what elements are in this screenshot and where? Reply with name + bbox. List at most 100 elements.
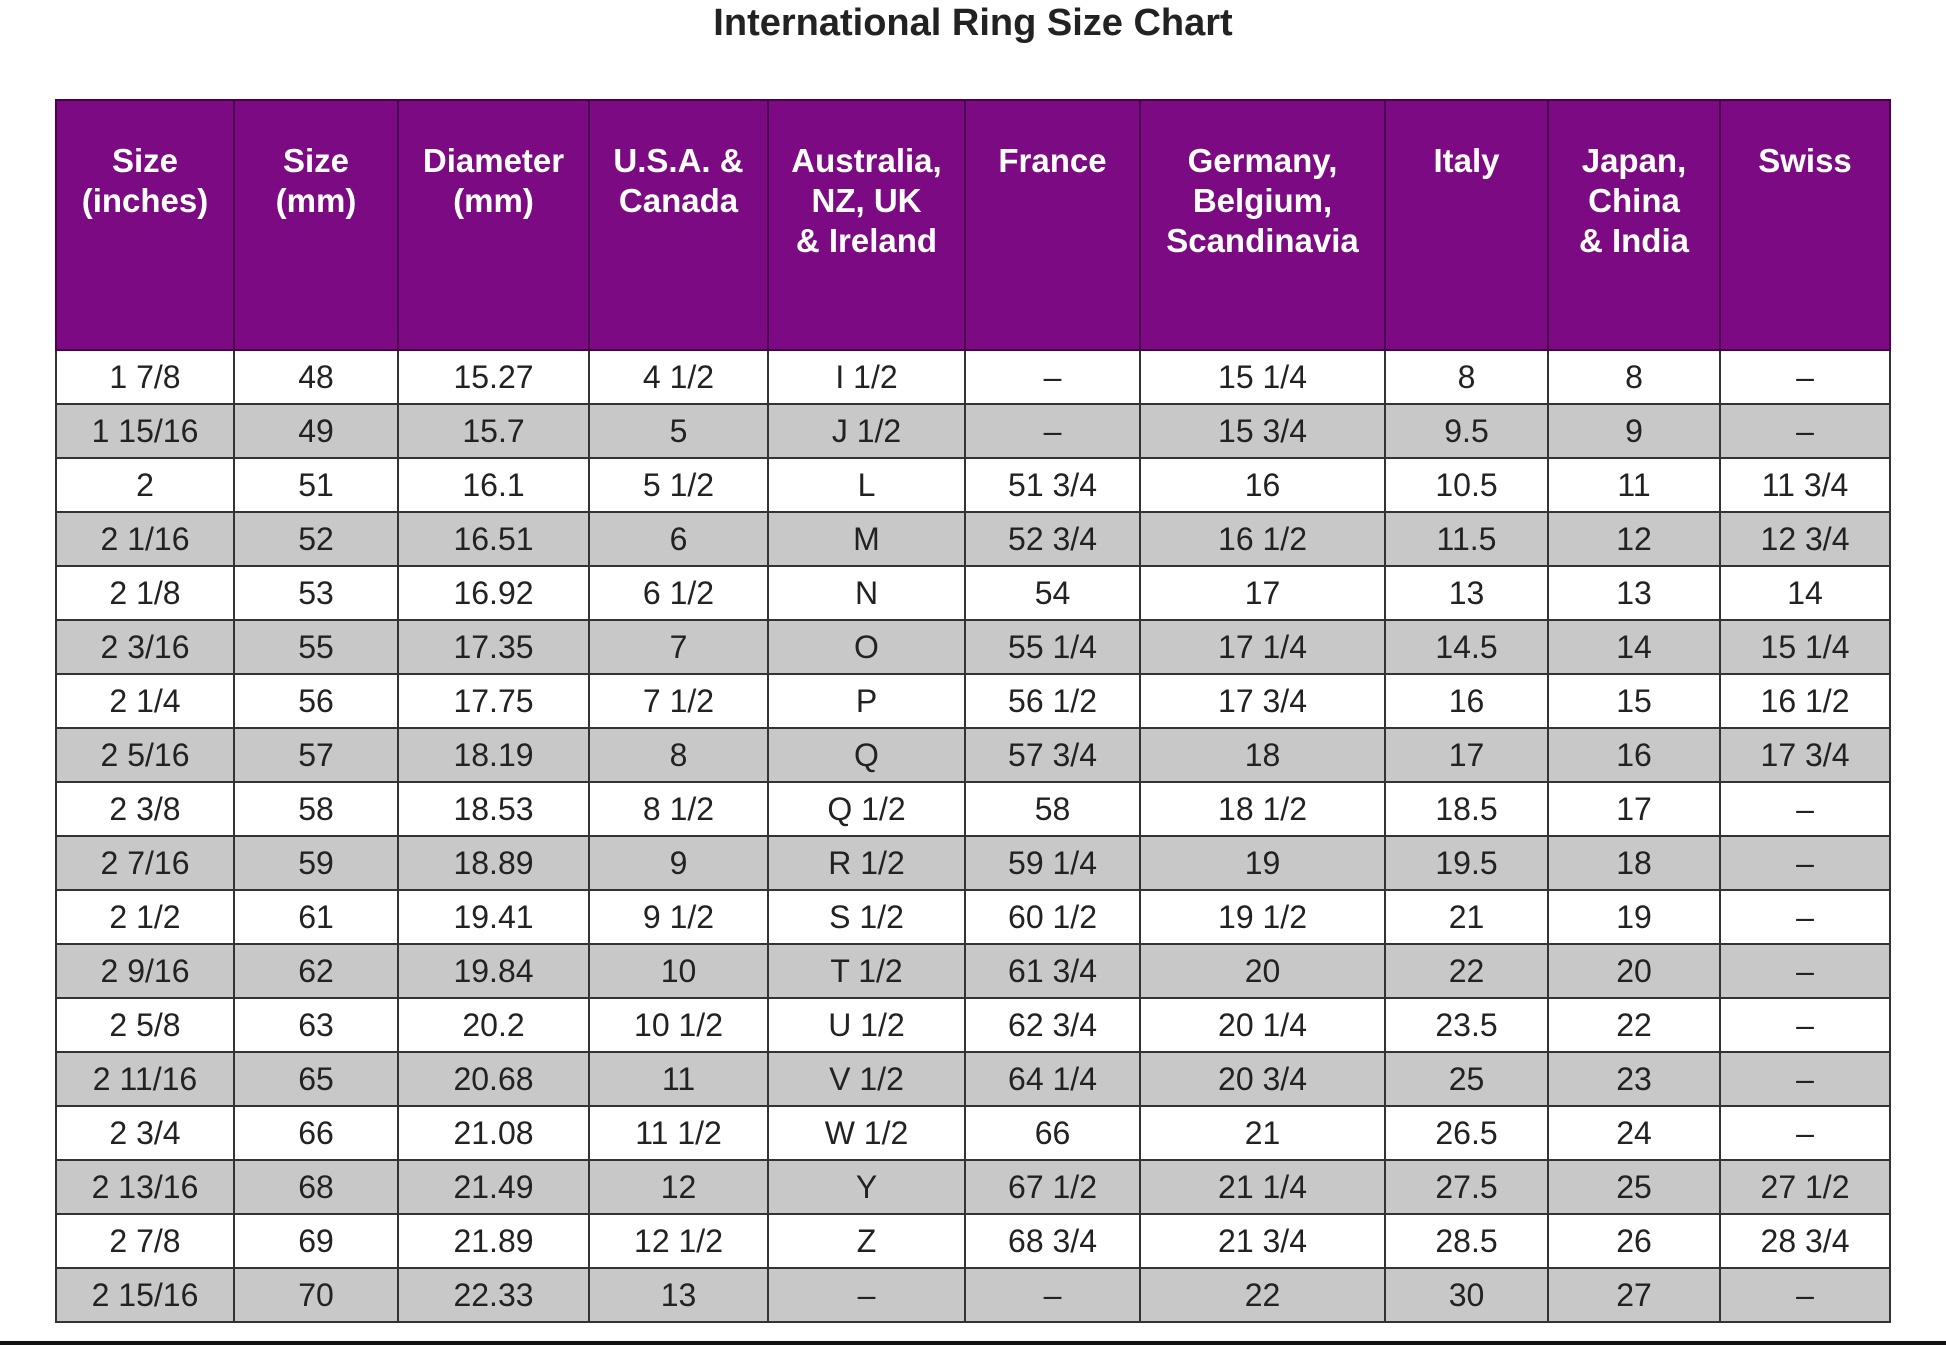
table-cell: 2 9/16 [55, 943, 235, 999]
table-cell: T 1/2 [767, 943, 966, 999]
table-cell: I 1/2 [767, 349, 966, 405]
table-cell: 61 3/4 [964, 943, 1141, 999]
table-cell: 13 [1384, 565, 1549, 621]
table-cell: 17.75 [397, 673, 590, 729]
table-cell: 65 [233, 1051, 399, 1107]
table-cell: 51 3/4 [964, 457, 1141, 513]
table-cell: S 1/2 [767, 889, 966, 945]
table-cell: 62 [233, 943, 399, 999]
table-cell: – [1719, 943, 1891, 999]
table-cell: 2 3/8 [55, 781, 235, 837]
table-body: 1 7/8 48 15.27 4 1/2 I 1/2–15 1/4 8 8–1 15/16 4… [55, 349, 1891, 1323]
table-cell: 8 [1384, 349, 1549, 405]
column-header: France [964, 99, 1141, 351]
table-cell: U 1/2 [767, 997, 966, 1053]
table-cell: 20.2 [397, 997, 590, 1053]
table-cell: – [1719, 835, 1891, 891]
table-row: 1 7/8 48 15.27 4 1/2 I 1/2–15 1/4 8 8– [55, 349, 1891, 405]
table-cell: 17 [1139, 565, 1386, 621]
table-cell: 16 [1547, 727, 1721, 783]
table-row: 2 3/8 58 18.53 8 1/2 Q 1/2 58 18 1/2 18.5 17– [55, 781, 1891, 837]
table-cell: 13 [588, 1267, 769, 1323]
table-cell: 10 [588, 943, 769, 999]
table-cell: N [767, 565, 966, 621]
table-cell: 25 [1547, 1159, 1721, 1215]
table-cell: 19.84 [397, 943, 590, 999]
table-cell: – [1719, 403, 1891, 459]
table-cell: 9.5 [1384, 403, 1549, 459]
table-cell: 56 [233, 673, 399, 729]
table-cell: 28 3/4 [1719, 1213, 1891, 1269]
table-cell: 16.51 [397, 511, 590, 567]
table-cell: 14.5 [1384, 619, 1549, 675]
table-cell: 2 1/16 [55, 511, 235, 567]
table-cell: 10 1/2 [588, 997, 769, 1053]
table-row: 2 5/16 57 18.19 8 Q 57 3/4 18 17 16 17 3/4 [55, 727, 1891, 783]
table-cell: 16 1/2 [1139, 511, 1386, 567]
table-cell: 11 1/2 [588, 1105, 769, 1161]
table-cell: 27 [1547, 1267, 1721, 1323]
table-row: 2 7/16 59 18.89 9 R 1/2 59 1/4 19 19.5 18– [55, 835, 1891, 891]
column-header: Germany, Belgium, Scandinavia [1139, 99, 1386, 351]
title: International Ring Size Chart [713, 2, 1233, 44]
table-cell: 55 1/4 [964, 619, 1141, 675]
table-cell: 18 1/2 [1139, 781, 1386, 837]
table-cell: 2 13/16 [55, 1159, 235, 1215]
table-cell: 57 3/4 [964, 727, 1141, 783]
table-row: 2 51 16.1 5 1/2 L 51 3/4 16 10.5 11 11 3/4 [55, 457, 1891, 513]
table-cell: 7 1/2 [588, 673, 769, 729]
table-cell: O [767, 619, 966, 675]
table-cell: 59 [233, 835, 399, 891]
table-cell: 59 1/4 [964, 835, 1141, 891]
table-cell: 9 [588, 835, 769, 891]
table-cell: 26.5 [1384, 1105, 1549, 1161]
table-cell: 61 [233, 889, 399, 945]
table-cell: 18.19 [397, 727, 590, 783]
table-cell: 2 1/2 [55, 889, 235, 945]
table-cell: 1 7/8 [55, 349, 235, 405]
table-cell: 18 [1139, 727, 1386, 783]
table-cell: 15 3/4 [1139, 403, 1386, 459]
table-cell: 66 [964, 1105, 1141, 1161]
table-cell: 8 [588, 727, 769, 783]
table-cell: 11 [1547, 457, 1721, 513]
table-cell: Z [767, 1213, 966, 1269]
table-cell: 51 [233, 457, 399, 513]
table-cell: 2 3/4 [55, 1105, 235, 1161]
table-cell: 27 1/2 [1719, 1159, 1891, 1215]
table-cell: – [1719, 1051, 1891, 1107]
table-cell: 4 1/2 [588, 349, 769, 405]
table-cell: 15 1/4 [1719, 619, 1891, 675]
table-cell: 2 11/16 [55, 1051, 235, 1107]
table-cell: Q [767, 727, 966, 783]
table-cell: 8 [1547, 349, 1721, 405]
table-cell: 16.92 [397, 565, 590, 621]
table-cell: 2 5/16 [55, 727, 235, 783]
table-cell: W 1/2 [767, 1105, 966, 1161]
table-cell: – [767, 1267, 966, 1323]
table-cell: 17 3/4 [1719, 727, 1891, 783]
table-cell: 21.08 [397, 1105, 590, 1161]
column-header: Swiss [1719, 99, 1891, 351]
table-cell: 66 [233, 1105, 399, 1161]
table-cell: 18.53 [397, 781, 590, 837]
table-row: 2 7/8 69 21.89 12 1/2 Z 68 3/4 21 3/4 28.5 26 28 … [55, 1213, 1891, 1269]
table-cell: 63 [233, 997, 399, 1053]
table-cell: 68 [233, 1159, 399, 1215]
table-cell: 22 [1139, 1267, 1386, 1323]
column-header: Size (mm) [233, 99, 399, 351]
table-cell: 21 [1139, 1105, 1386, 1161]
table-cell: M [767, 511, 966, 567]
table-cell: 6 [588, 511, 769, 567]
table-cell: 18.5 [1384, 781, 1549, 837]
table-row: 2 3/16 55 17.35 7 O 55 1/4 17 1/4 14.5 14 15 1/4 [55, 619, 1891, 675]
table-cell: 19.5 [1384, 835, 1549, 891]
table-cell: 15 [1547, 673, 1721, 729]
table-cell: 8 1/2 [588, 781, 769, 837]
table-cell: 2 3/16 [55, 619, 235, 675]
table-cell: 30 [1384, 1267, 1549, 1323]
table-cell: 12 [588, 1159, 769, 1215]
table-cell: P [767, 673, 966, 729]
table-cell: – [964, 1267, 1141, 1323]
table-cell: 21 [1384, 889, 1549, 945]
